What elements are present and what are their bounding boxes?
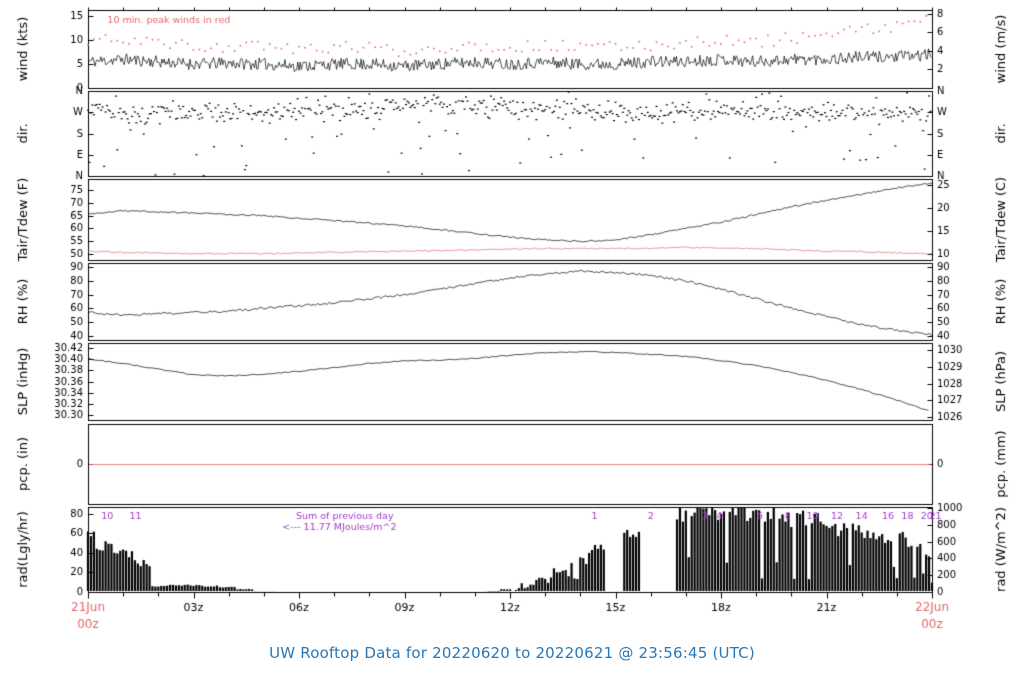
- chart-title: UW Rooftop Data for 20220620 to 20220621…: [269, 644, 755, 662]
